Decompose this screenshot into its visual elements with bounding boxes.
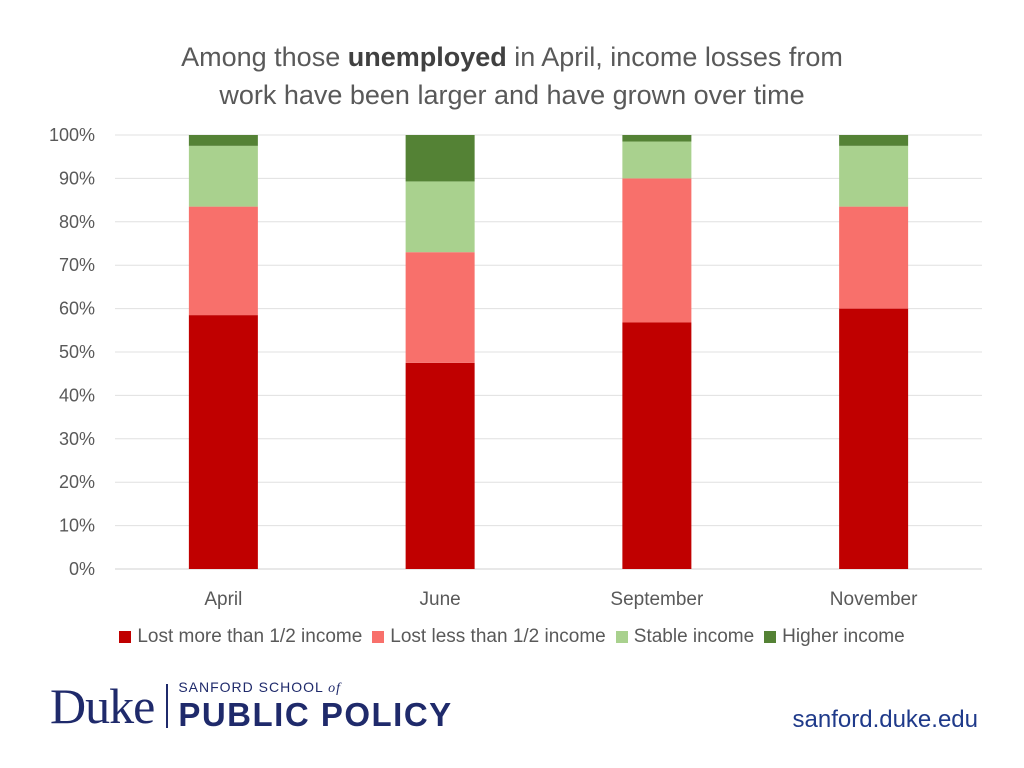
title-prefix: Among those — [181, 42, 348, 72]
school-of-text: of — [328, 681, 342, 696]
title-bold: unemployed — [347, 42, 507, 72]
bar-segment — [622, 135, 692, 142]
x-category-label: September — [610, 589, 704, 610]
bar-segment — [188, 315, 258, 569]
duke-wordmark: Duke — [50, 678, 155, 734]
x-category-label: November — [830, 589, 918, 610]
chart-title: Among those unemployed in April, income … — [0, 38, 1024, 114]
sanford-logo: Duke SANFORD SCHOOL of PUBLIC POLICY — [50, 678, 453, 734]
legend-item: Higher income — [764, 626, 905, 648]
legend-item: Stable income — [615, 626, 755, 648]
y-tick-label: 20% — [59, 472, 95, 492]
footer-url: sanford.duke.edu — [792, 706, 978, 733]
x-axis-labels: April June September November — [204, 589, 918, 610]
y-axis-ticks: 0% 10% 20% 30% 40% 50% 60% 70% 80% 90% 100% — [49, 125, 95, 579]
chart-title-line2: work have been larger and have grown ove… — [219, 80, 805, 110]
legend-item: Lost more than 1/2 income — [119, 626, 362, 648]
title-suffix: in April, income losses from — [506, 42, 843, 72]
gridlines — [115, 134, 982, 570]
legend: Lost more than 1/2 income Lost less than … — [0, 626, 1024, 648]
y-tick-label: 80% — [59, 212, 95, 232]
bar-segment — [405, 252, 475, 363]
bar-segment — [839, 145, 909, 207]
bar-segment — [622, 178, 692, 323]
bar-segment — [839, 135, 909, 146]
y-tick-label: 90% — [59, 168, 95, 188]
bar-segment — [188, 206, 258, 316]
school-name-bottom: PUBLIC POLICY — [178, 696, 453, 733]
legend-swatch — [119, 631, 132, 643]
bars — [188, 135, 909, 569]
school-name: SANFORD SCHOOL of PUBLIC POLICY — [178, 679, 452, 733]
legend-swatch — [615, 631, 628, 643]
legend-label: Lost less than 1/2 income — [390, 626, 606, 647]
y-tick-label: 10% — [59, 516, 95, 536]
bar-segment — [405, 135, 475, 182]
stacked-bar-chart: 0% 10% 20% 30% 40% 50% 60% 70% 80% 90% 100% April J… — [49, 125, 982, 610]
y-tick-label: 0% — [69, 559, 95, 579]
legend-item: Lost less than 1/2 income — [372, 626, 606, 648]
school-top-text: SANFORD SCHOOL — [178, 679, 324, 695]
x-category-label: April — [204, 589, 242, 610]
legend-label: Lost more than 1/2 income — [137, 626, 363, 647]
bar-segment — [839, 308, 909, 569]
bar-segment — [622, 322, 692, 569]
legend-label: Stable income — [633, 626, 755, 647]
y-tick-label: 70% — [59, 255, 95, 275]
bar-segment — [188, 135, 258, 146]
bar-segment — [405, 362, 475, 569]
bar-segment — [405, 181, 475, 253]
y-tick-label: 50% — [59, 342, 95, 362]
bar-segment — [622, 141, 692, 179]
bar-segment — [188, 145, 258, 207]
chart-title-line1: Among those unemployed in April, income … — [0, 38, 1024, 76]
y-tick-label: 40% — [59, 385, 95, 405]
y-tick-label: 60% — [59, 299, 95, 319]
legend-swatch — [764, 631, 777, 643]
y-tick-label: 100% — [49, 125, 95, 145]
legend-swatch — [372, 631, 385, 643]
bar-segment — [839, 206, 909, 309]
y-tick-label: 30% — [59, 429, 95, 449]
x-category-label: June — [420, 589, 461, 610]
school-name-top: SANFORD SCHOOL of — [178, 679, 452, 697]
legend-label: Higher income — [782, 626, 905, 647]
logo-divider — [166, 684, 169, 728]
